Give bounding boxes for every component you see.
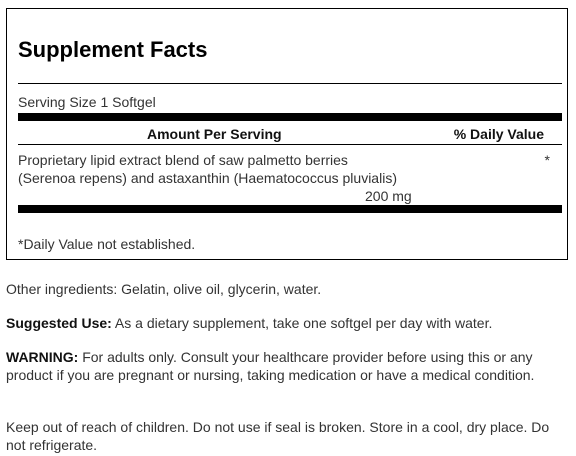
other-ingredients: Other ingredients: Gelatin, olive oil, g… <box>6 281 322 297</box>
daily-value-footnote: *Daily Value not established. <box>18 236 196 252</box>
warning-label: WARNING: <box>6 349 79 365</box>
facts-title: Supplement Facts <box>18 37 208 62</box>
amount-per-serving-header: Amount Per Serving <box>147 126 282 142</box>
ingredient-amount: 200 mg <box>365 188 412 204</box>
supplement-facts-panel: Supplement Facts Serving Size 1 Softgel … <box>6 8 568 260</box>
suggested-use: Suggested Use: As a dietary supplement, … <box>6 314 570 332</box>
warning: WARNING: For adults only. Consult your h… <box>6 348 570 384</box>
ingredient-name: Proprietary lipid extract blend of saw p… <box>18 152 397 186</box>
storage-instructions: Keep out of reach of children. Do not us… <box>6 419 550 453</box>
header-divider <box>18 144 562 145</box>
title-divider <box>18 83 562 84</box>
ingredients-divider <box>18 205 562 213</box>
serving-size: Serving Size 1 Softgel <box>18 94 156 110</box>
daily-value-header: % Daily Value <box>453 126 544 142</box>
serving-divider <box>18 113 562 121</box>
suggested-use-label: Suggested Use: <box>6 315 112 331</box>
ingredient-daily-value: * <box>544 152 550 168</box>
suggested-use-text: As a dietary supplement, take one softge… <box>111 315 493 331</box>
warning-text: For adults only. Consult your healthcare… <box>6 349 535 383</box>
